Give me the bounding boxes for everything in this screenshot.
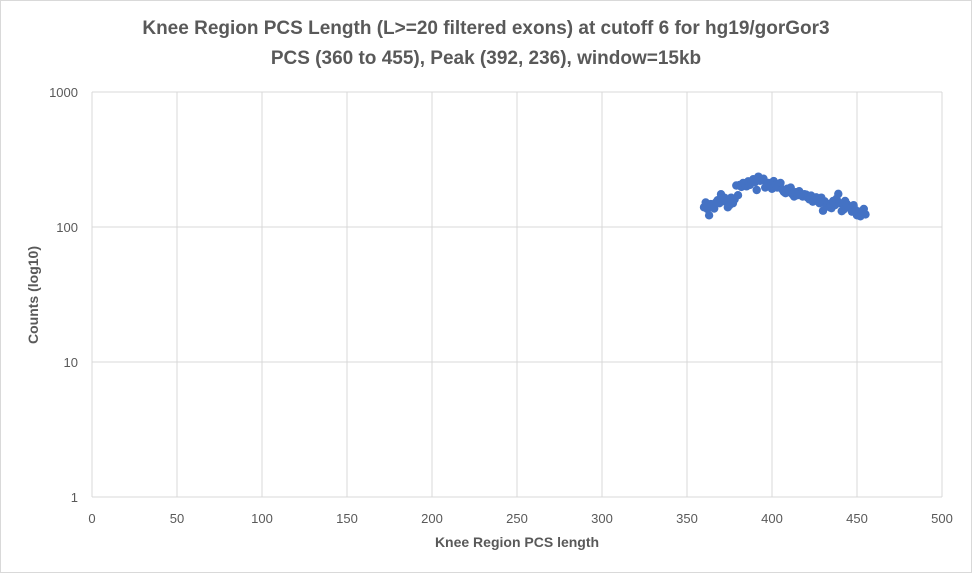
x-tick-label: 250 bbox=[506, 511, 528, 526]
x-tick-label: 200 bbox=[421, 511, 443, 526]
x-tick-label: 0 bbox=[88, 511, 95, 526]
x-tick-label: 350 bbox=[676, 511, 698, 526]
data-point bbox=[861, 210, 870, 219]
y-axis-ticks: 1 10 100 1000 bbox=[49, 85, 78, 505]
data-point bbox=[752, 185, 761, 195]
data-point bbox=[704, 211, 714, 220]
data-point bbox=[733, 191, 743, 200]
data-point bbox=[834, 189, 843, 199]
gridlines bbox=[91, 91, 943, 498]
x-tick-label: 450 bbox=[846, 511, 868, 526]
x-tick-label: 100 bbox=[251, 511, 273, 526]
x-axis-title: Knee Region PCS length bbox=[435, 534, 599, 550]
chart-subtitle: PCS (360 to 455), Peak (392, 236), windo… bbox=[270, 48, 702, 69]
x-tick-label: 50 bbox=[170, 511, 184, 526]
chart-title: Knee Region PCS Length (L>=20 filtered e… bbox=[142, 18, 830, 39]
x-tick-label: 300 bbox=[591, 511, 613, 526]
y-axis-title: Counts (log10) bbox=[25, 246, 41, 344]
x-tick-label: 150 bbox=[336, 511, 358, 526]
y-tick-label: 1000 bbox=[49, 85, 78, 100]
x-axis-ticks: 0 50 100 150 200 250 300 350 400 450 500 bbox=[88, 511, 952, 526]
data-point bbox=[776, 178, 785, 188]
y-tick-label: 100 bbox=[56, 220, 78, 235]
data-points bbox=[699, 172, 870, 221]
y-tick-label: 1 bbox=[71, 490, 78, 505]
y-tick-label: 10 bbox=[64, 355, 78, 370]
x-tick-label: 400 bbox=[761, 511, 783, 526]
x-tick-label: 500 bbox=[931, 511, 953, 526]
